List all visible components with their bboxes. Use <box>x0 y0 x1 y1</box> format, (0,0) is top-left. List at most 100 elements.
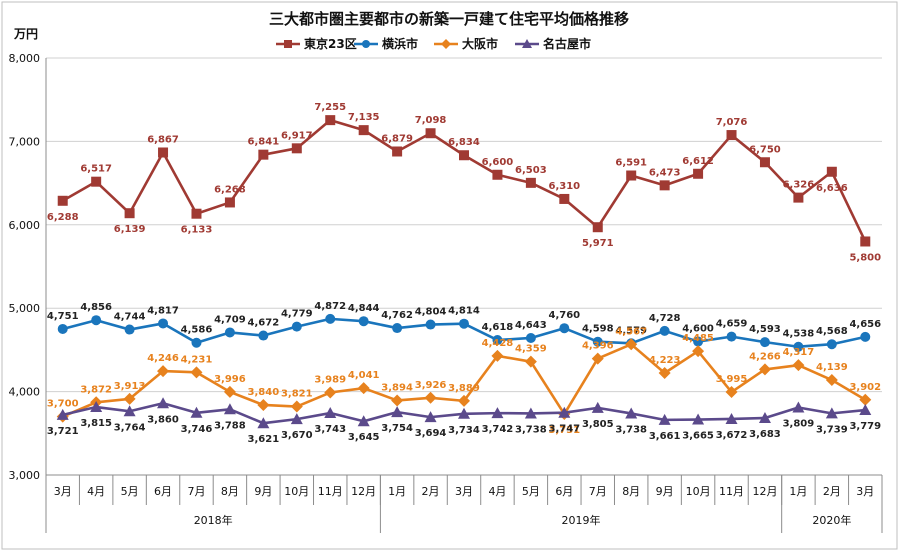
data-point-1 <box>124 208 135 219</box>
y-tick-label: 7,000 <box>9 135 41 148</box>
data-point-4 <box>56 408 69 420</box>
data-label-2: 4,643 <box>515 320 547 331</box>
data-label-2: 4,814 <box>448 306 480 317</box>
data-label-3: 3,926 <box>415 380 447 391</box>
axes: 3,000 4,000 5,000 6,000 7,000 8,000 3月 4月 5月 6月 7月… <box>9 52 883 533</box>
data-point-4 <box>391 406 404 418</box>
data-point-4 <box>190 406 203 418</box>
data-point-2 <box>860 331 871 342</box>
data-label-1: 6,503 <box>515 165 547 176</box>
data-label-3: 3,840 <box>248 387 280 398</box>
data-point-2 <box>425 319 436 330</box>
data-point-1 <box>57 195 68 206</box>
data-point-3 <box>792 359 805 372</box>
data-label-4: 3,754 <box>381 423 413 434</box>
data-point-2 <box>559 323 570 334</box>
data-label-4: 3,779 <box>849 421 881 432</box>
data-label-3: 4,231 <box>181 354 213 365</box>
data-label-1: 7,255 <box>314 102 346 113</box>
legend-marker-1 <box>284 40 292 48</box>
data-point-3 <box>257 398 270 411</box>
data-point-1 <box>425 128 436 139</box>
data-point-1 <box>392 146 403 157</box>
data-point-4 <box>825 407 838 419</box>
x-tick-label: 4月 <box>87 485 105 498</box>
data-label-4: 3,738 <box>615 424 647 435</box>
x-tick-label: 4月 <box>488 485 506 498</box>
data-label-4: 3,665 <box>682 431 714 442</box>
data-point-3 <box>157 365 170 378</box>
x-tick-label: 3月 <box>54 485 72 498</box>
legend-label-2: 横浜市 <box>382 36 418 51</box>
data-point-2 <box>91 315 102 326</box>
data-label-4: 3,809 <box>783 419 815 430</box>
data-label-4: 3,805 <box>582 419 614 430</box>
x-tick-label: 11月 <box>719 485 744 498</box>
year-label: 2019年 <box>562 513 601 527</box>
data-label-4: 3,815 <box>80 418 112 429</box>
data-label-4: 3,860 <box>147 414 179 425</box>
data-label-4: 3,743 <box>314 424 346 435</box>
data-point-2 <box>693 336 704 347</box>
legend-marker-3 <box>441 39 451 49</box>
data-point-2 <box>158 318 169 329</box>
data-point-2 <box>726 331 737 342</box>
data-point-3 <box>692 345 705 358</box>
data-point-3 <box>758 363 771 376</box>
data-point-3 <box>591 352 604 365</box>
data-point-3 <box>290 400 303 413</box>
data-label-2: 4,538 <box>783 329 815 340</box>
data-label-2: 4,872 <box>314 301 346 312</box>
data-point-1 <box>759 157 770 168</box>
data-label-3: 3,700 <box>47 399 79 410</box>
data-point-1 <box>459 150 469 161</box>
data-label-2: 4,856 <box>80 302 112 313</box>
data-label-2: 4,579 <box>615 325 647 336</box>
data-label-2: 4,672 <box>248 318 280 329</box>
data-label-4: 3,788 <box>214 420 246 431</box>
data-point-4 <box>290 413 303 425</box>
data-point-4 <box>90 401 103 413</box>
data-point-4 <box>157 397 170 409</box>
legend-label-3: 大阪市 <box>462 36 498 51</box>
legend-marker-4 <box>522 39 532 48</box>
data-label-3: 4,359 <box>515 344 547 355</box>
data-point-1 <box>860 236 871 247</box>
data-point-2 <box>57 323 68 334</box>
data-point-1 <box>793 192 804 203</box>
data-point-4 <box>758 412 771 424</box>
data-label-2: 4,656 <box>849 319 881 330</box>
data-point-2 <box>492 335 503 346</box>
data-label-3: 4,567 <box>615 326 647 337</box>
data-point-1 <box>158 147 169 158</box>
y-tick-label: 6,000 <box>9 219 41 232</box>
data-point-3 <box>324 386 337 399</box>
data-point-2 <box>793 341 804 352</box>
data-label-2: 4,728 <box>649 313 681 324</box>
data-point-2 <box>759 337 770 348</box>
y-tick-label: 3,000 <box>9 469 41 482</box>
y-tick-label: 8,000 <box>9 52 41 65</box>
data-point-4 <box>257 417 270 429</box>
x-tick-label: 5月 <box>522 485 540 498</box>
data-label-2: 4,618 <box>482 322 514 333</box>
x-tick-label: 5月 <box>121 485 139 498</box>
data-point-3 <box>391 394 404 407</box>
y-axis-unit: 万円 <box>13 27 38 41</box>
data-point-2 <box>592 336 603 347</box>
x-tick-label: 9月 <box>254 485 272 498</box>
data-point-4 <box>859 404 872 416</box>
legend-marker-2 <box>362 40 370 48</box>
x-tick-label: 8月 <box>622 485 640 498</box>
legend: 東京23区 横浜市 大阪市 名古屋市 <box>276 36 591 51</box>
data-point-1 <box>258 149 269 160</box>
data-label-3: 3,902 <box>849 382 881 393</box>
data-label-3: 4,041 <box>348 370 380 381</box>
data-label-3: 3,731 <box>548 425 580 436</box>
data-label-4: 3,738 <box>515 424 547 435</box>
legend-label-4: 名古屋市 <box>543 36 591 51</box>
data-label-1: 6,591 <box>615 158 647 169</box>
data-label-3: 4,428 <box>482 338 514 349</box>
data-point-2 <box>358 316 369 327</box>
